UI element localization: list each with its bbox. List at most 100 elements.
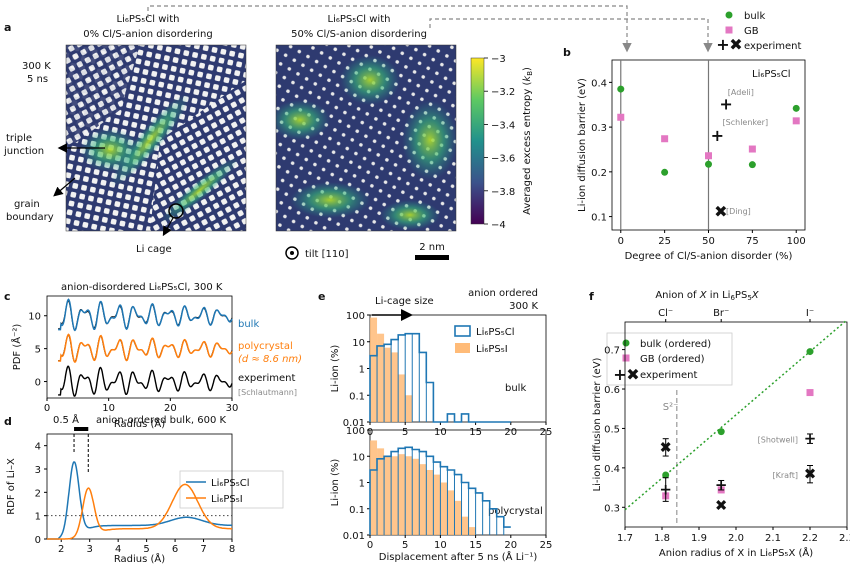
y-tick-label: 3	[35, 465, 41, 476]
gb-point	[792, 117, 800, 125]
panel-d: d anion-ordered bulk, 600 K 0.5 Å Li₆PS₅…	[4, 413, 284, 565]
experiment-pdf-line	[58, 365, 233, 397]
x-tick-label: 2.2	[802, 533, 818, 544]
x-tick-label: 1.7	[617, 533, 633, 544]
experiment-point: ✖	[659, 438, 672, 456]
panel-c-axes-frame	[46, 295, 233, 399]
hist-bar-i	[384, 347, 392, 422]
y-tick-label: 0.2	[591, 168, 607, 179]
label-grain-size: (d ≈ 8.6 nm)	[238, 354, 302, 365]
ref-schlenker: [Schlenker]	[723, 118, 769, 127]
y-tick-label: 0.5	[604, 424, 620, 435]
label-li-cage: Li cage	[136, 244, 172, 255]
x-tick-label: 2.1	[765, 533, 781, 544]
bulk-pdf-line	[58, 298, 233, 332]
y-tick-label: 0.4	[604, 464, 620, 475]
x-tick-label: 5	[402, 540, 408, 551]
experiment-point: +	[711, 126, 724, 145]
x-tick-label: 2.3	[839, 533, 850, 544]
x-tick-label: 10	[434, 540, 447, 551]
panel-d-legend: Li₆PS₅Cl Li₆PS₅I	[179, 470, 284, 509]
x-tick-label: 0	[44, 403, 50, 414]
x-tick-label: 0	[367, 540, 373, 551]
panel-letter-b: b	[563, 46, 571, 59]
legend-e-i-swatch	[455, 343, 470, 353]
y-axis-label: Li-ion (%)	[330, 345, 341, 393]
polycrystal-pdf-line	[58, 333, 233, 364]
legend-exp-label: experiment	[744, 41, 802, 52]
connector-50pct	[429, 18, 713, 53]
hist-bar-i	[377, 333, 385, 422]
legend-e-i-label: Li₆PS₅I	[476, 344, 508, 355]
hist-bar-i	[468, 527, 476, 535]
ref-ding: [Ding]	[726, 207, 751, 216]
panel-a-temp: 300 K	[22, 61, 51, 72]
experiment-point: ✖	[715, 496, 728, 514]
legend-f-plus-marker: +	[613, 365, 626, 384]
cond-2: 300 K	[509, 301, 538, 312]
ref-kraft: [Kraft]	[773, 471, 799, 480]
y-tick-label: 100	[346, 426, 365, 437]
bulk-point	[748, 161, 756, 169]
ref-schlautmann: [Schlautmann]	[238, 388, 297, 397]
label-e-polycrystal: polycrystal	[488, 506, 543, 517]
panel-a-left-title-2: 0% Cl/S-anion disordering	[83, 29, 212, 40]
label-triple-1: triple	[6, 133, 32, 144]
left-structure-image	[65, 44, 247, 232]
x-tick-label: 5	[143, 544, 149, 555]
connector-0pct	[147, 5, 632, 53]
panel-a: a Li₆PS₅Cl with 0% Cl/S-anion disorderin…	[3, 5, 713, 260]
gb-point	[705, 152, 712, 160]
colorbar-tick-label: −3.2	[491, 87, 515, 98]
label-bulk: bulk	[238, 319, 259, 330]
gb-point	[806, 389, 814, 397]
x-tick-label: 20	[504, 427, 517, 438]
panel-a-right-title-2: 50% Cl/S-anion disordering	[291, 29, 427, 40]
y-axis-label: Li-ion diffusion barrier (eV)	[592, 357, 603, 491]
x-axis-label: Displacement after 5 ns (Å Li⁻¹)	[379, 550, 538, 563]
x-tick-label: 8	[229, 544, 235, 555]
x-tick-label: 50	[702, 236, 715, 247]
colorbar-tick-label: −3.8	[491, 187, 515, 198]
x-axis-label: Radius (Å)	[114, 552, 165, 565]
hist-outline-cl	[369, 332, 511, 423]
hist-bar-i	[370, 317, 378, 422]
legend-f-exp-label: experiment	[640, 370, 698, 381]
y-tick-label: 0.1	[349, 505, 365, 516]
hist-bar-i	[426, 469, 434, 535]
experiment-point: +	[715, 476, 728, 494]
x-tick-label: 7	[200, 544, 206, 555]
hist-bar-i	[370, 440, 378, 535]
experiment-point: +	[659, 481, 672, 499]
grain-boundary-arrow	[53, 177, 76, 197]
panel-f-legend: bulk (ordered) GB (ordered) + ✖ experime…	[606, 332, 733, 386]
colorbar-label: Averaged excess entropy (kB)	[522, 67, 534, 215]
experiment-point: ✖	[804, 465, 817, 483]
gb-point	[748, 145, 756, 153]
hist-bar-i	[398, 454, 406, 535]
y-tick-label: 10	[352, 452, 365, 463]
x-tick-label: 1.8	[654, 533, 670, 544]
x-tick-label: 20	[164, 403, 177, 414]
y-tick-label: 0.01	[343, 531, 365, 542]
panel-letter-f: f	[589, 290, 594, 303]
legend-f-x-marker: ✖	[626, 365, 639, 384]
legend-bulk-marker	[725, 11, 733, 19]
hist-bar-i	[405, 395, 413, 422]
panel-b: b bulk GB + ✖ experiment Li₆PS₅Cl 0 25 50 7…	[563, 11, 806, 262]
hist-bar-i	[384, 456, 392, 535]
colorbar-tick-label: −3	[491, 54, 506, 65]
label-grain-1: grain	[14, 199, 40, 210]
panel-d-bar-label: 0.5 Å	[53, 413, 79, 426]
y-tick-label: 100	[346, 311, 365, 322]
y-tick-label: 1	[35, 512, 41, 523]
bulk-point	[806, 348, 814, 356]
hist-bar-i	[440, 482, 448, 535]
legend-bulk-label: bulk	[744, 11, 765, 22]
tilt-symbol-icon	[285, 246, 299, 260]
y-tick-label: 0.3	[604, 503, 620, 514]
hist-bar-i	[398, 374, 406, 422]
hist-bar-i	[391, 352, 399, 422]
x-tick-label: 1.9	[691, 533, 707, 544]
label-grain-2: boundary	[6, 212, 54, 223]
